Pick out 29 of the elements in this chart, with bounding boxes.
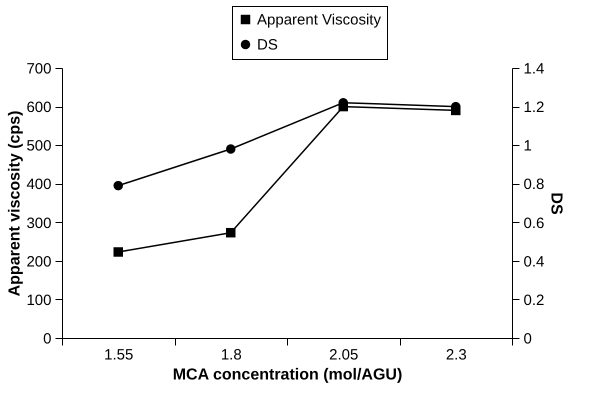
- point: [226, 228, 236, 238]
- y-tick-label: 300: [26, 214, 52, 232]
- y-axis-title: Apparent viscosity (cps): [6, 110, 24, 296]
- y-tick-label: 500: [26, 138, 52, 155]
- legend-label: Apparent Viscosity: [257, 12, 382, 28]
- x-tick-label: 2.05: [329, 346, 358, 364]
- x-tick-label: 2.3: [446, 346, 467, 364]
- y2-tick-label: 1.2: [524, 99, 544, 116]
- y-tick-label: 600: [26, 99, 52, 116]
- y2-tick-label: 1: [524, 138, 532, 155]
- y-tick-label: 200: [26, 253, 52, 270]
- y-tick-label: 100: [26, 292, 52, 309]
- y2-tick-label: 0: [524, 330, 532, 348]
- point: [114, 247, 123, 257]
- y2-tick-label: 0.8: [524, 176, 544, 194]
- y-tick-label: 700: [26, 60, 52, 78]
- y2-tick-label: 0.6: [524, 214, 544, 232]
- x-axis-title: MCA concentration (mol/AGU): [172, 366, 402, 384]
- y-tick-label: 0: [43, 330, 52, 348]
- point: [114, 180, 123, 190]
- y-tick-label: 400: [26, 176, 52, 194]
- y2-tick-label: 0.4: [524, 253, 544, 270]
- y2-axis-title: DS: [547, 192, 564, 215]
- y2-tick-label: 0.2: [524, 292, 544, 309]
- y2-tick-label: 1.4: [524, 60, 544, 78]
- x-tick-label: 1.55: [104, 346, 134, 364]
- x-tick-label: 1.8: [220, 346, 242, 364]
- point: [226, 144, 236, 154]
- legend-label: DS: [257, 36, 278, 54]
